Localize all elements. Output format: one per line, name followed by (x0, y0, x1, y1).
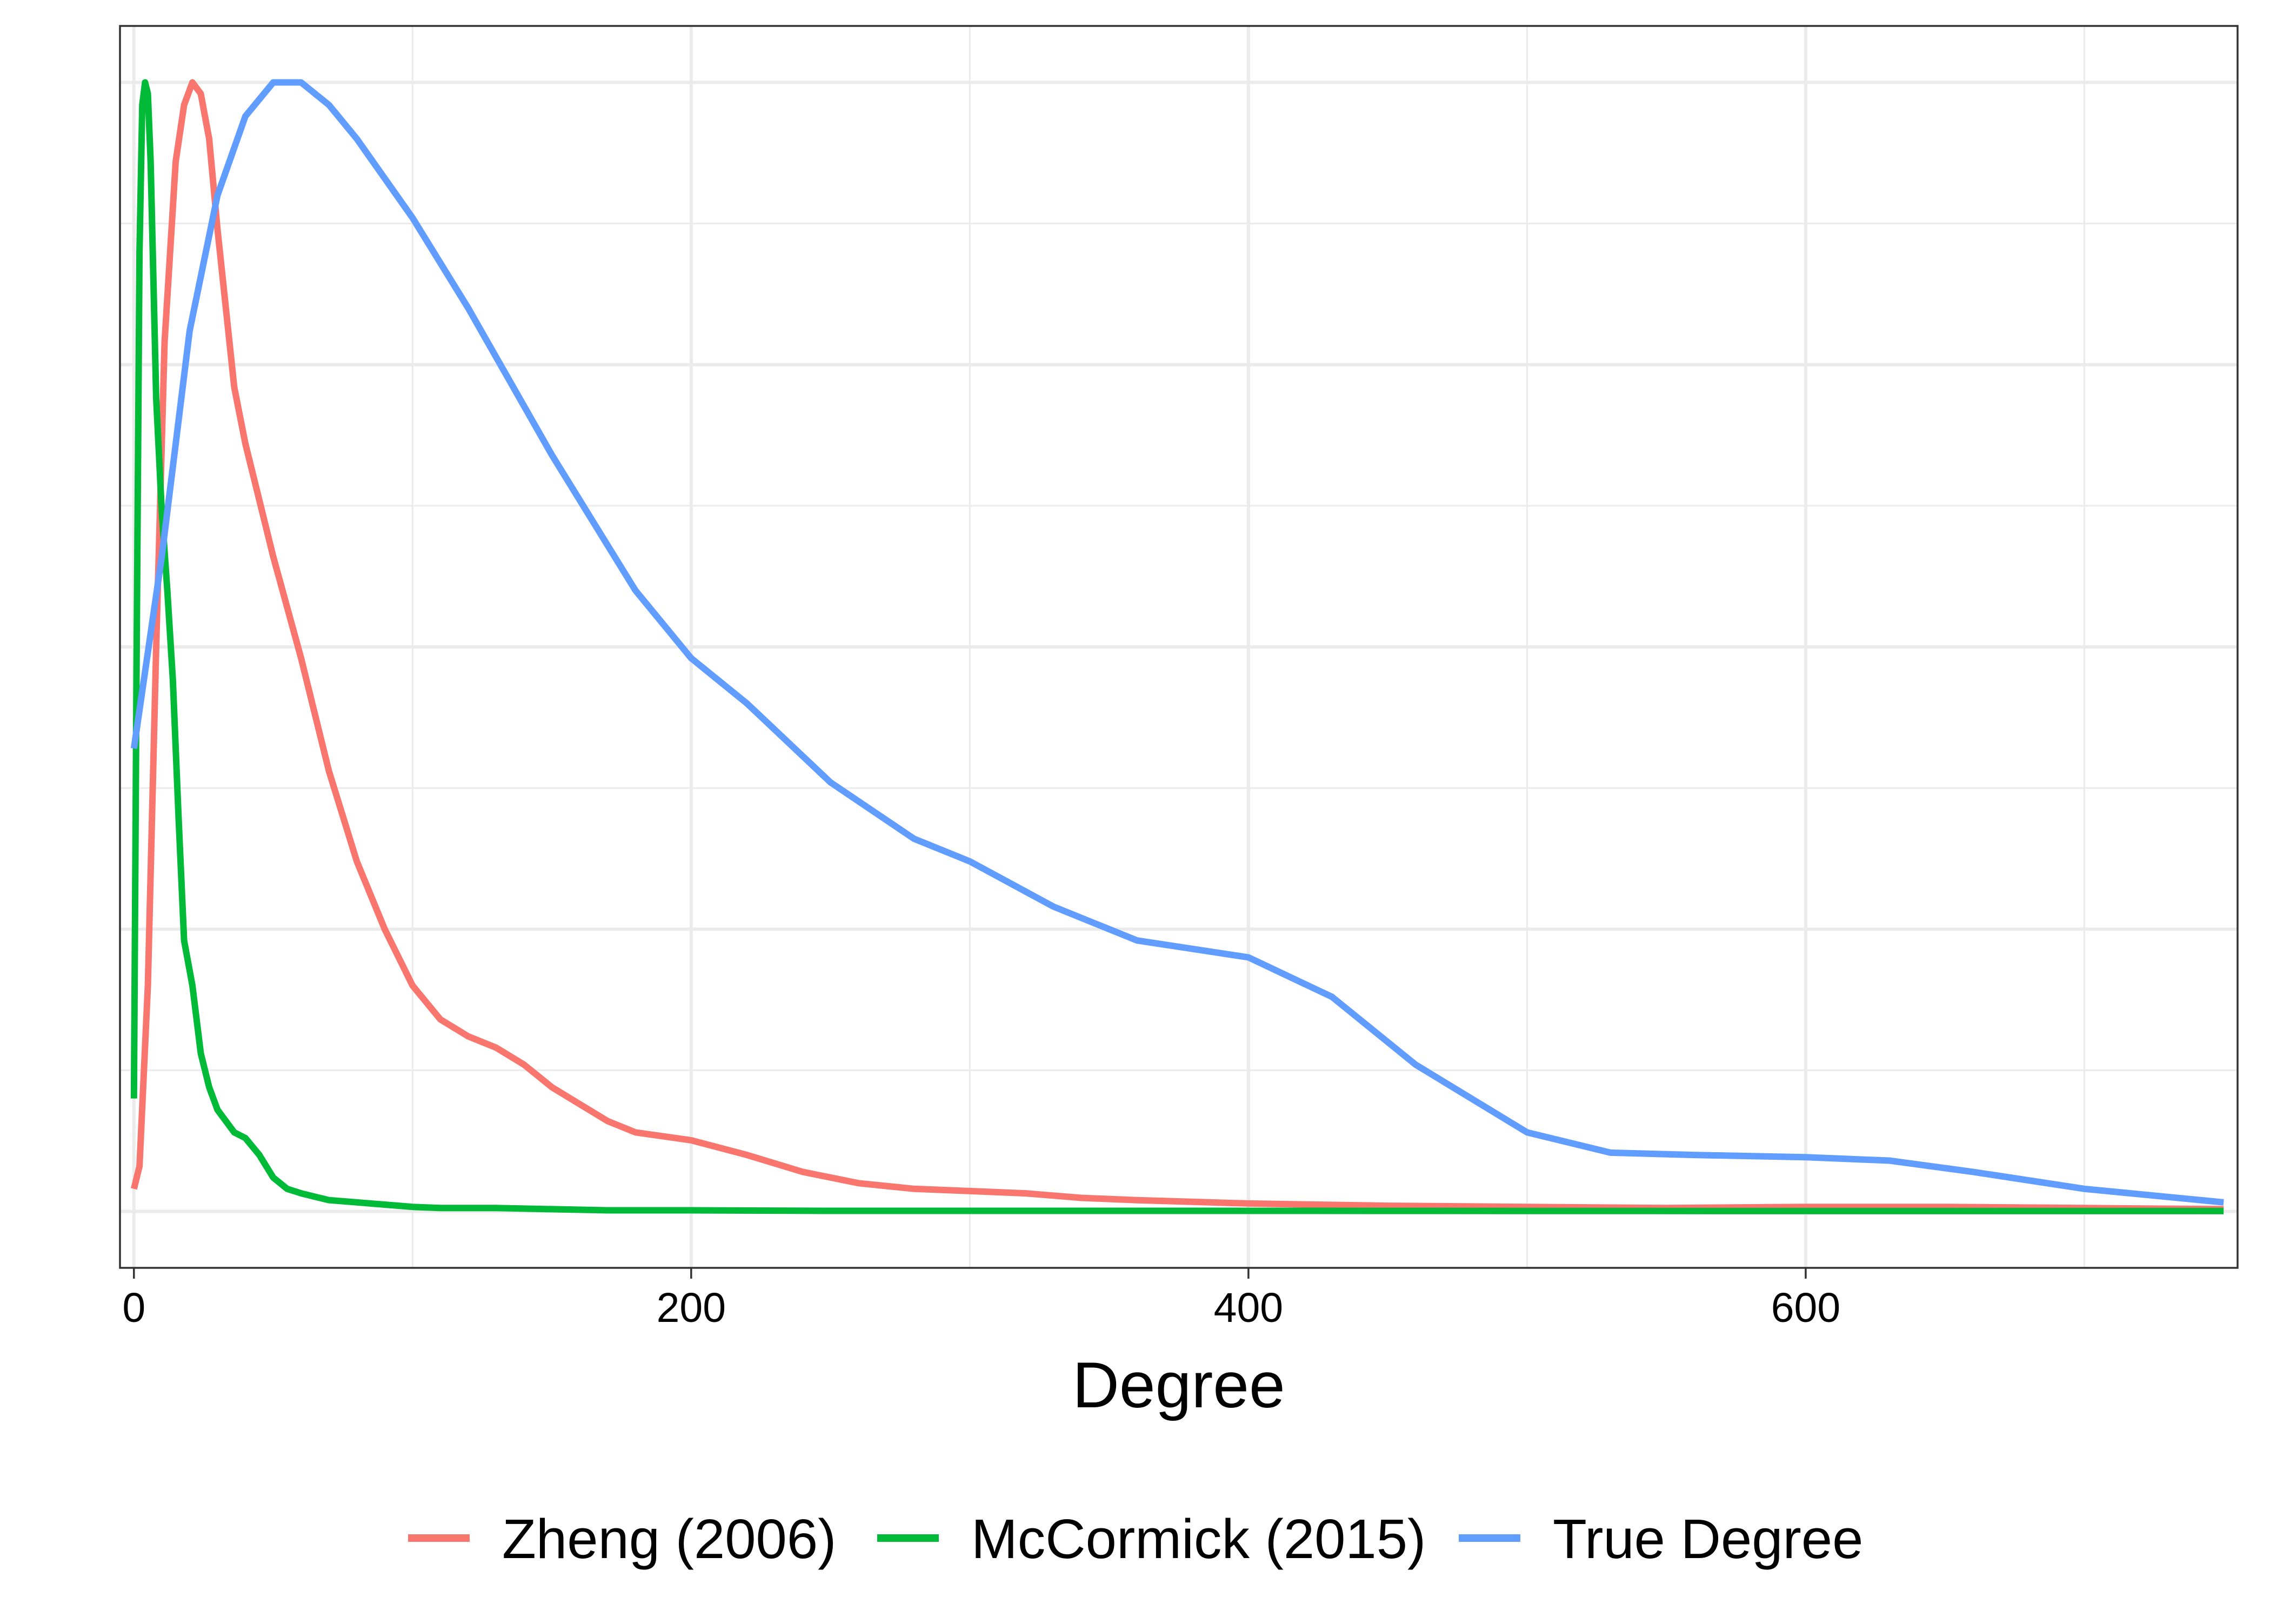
x-tick-label: 0 (122, 1285, 145, 1331)
series-layer (130, 79, 2224, 1214)
panel-border (119, 25, 2239, 1269)
x-tick-label: 400 (1214, 1285, 1283, 1331)
legend-item-true-degree: True Degree (1459, 1508, 1863, 1570)
series-line-true-degree (130, 79, 2224, 1206)
legend-label-true-degree: True Degree (1553, 1508, 1863, 1570)
legend-label-mccormick-2015: McCormick (2015) (971, 1508, 1426, 1570)
legend-item-zheng-2006: Zheng (2006) (408, 1508, 836, 1570)
x-axis: 0 200 400 600 (122, 1268, 1840, 1331)
x-tick-label: 600 (1771, 1285, 1840, 1331)
x-tick-label: 200 (657, 1285, 726, 1331)
series-line-mccormick-2015 (130, 79, 2224, 1214)
series-line-zheng-2006 (130, 79, 2224, 1213)
legend-item-mccormick-2015: McCormick (2015) (877, 1508, 1426, 1570)
legend-label-zheng-2006: Zheng (2006) (502, 1508, 836, 1570)
x-axis-title: Degree (1072, 1349, 1285, 1421)
grid-layer (120, 26, 2238, 1268)
legend: Zheng (2006) McCormick (2015) True Degree (408, 1508, 1863, 1570)
